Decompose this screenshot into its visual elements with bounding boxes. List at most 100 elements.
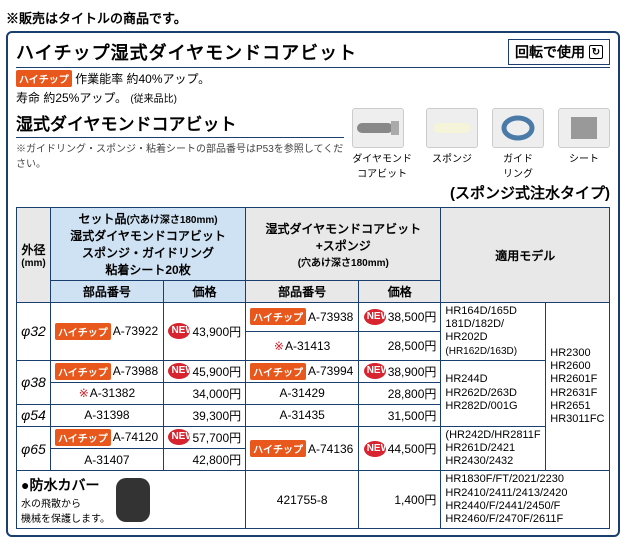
img-caption: コアビット [352, 165, 412, 180]
row-cover: ●防水カバー 水の飛散から 機械を保護します。 421755-8 1,400円 … [17, 471, 610, 529]
pn-text: A-74136 [308, 442, 353, 456]
cell-sub-pn: ハイチップA-73938 [246, 303, 359, 332]
cover-image [116, 478, 150, 522]
mid-left: 湿式ダイヤモンドコアビット ※ガイドリング・スポンジ・粘着シートの部品番号はP5… [16, 108, 344, 170]
model-line: HR282D/001G [445, 400, 517, 412]
img-item-sponge: スポンジ [426, 108, 478, 180]
pn-text: A-73988 [113, 364, 158, 378]
new-badge: NEW [168, 429, 190, 445]
new-badge: NEW [364, 363, 386, 379]
model-line: HR2601F [550, 373, 597, 385]
sheet-image [558, 108, 610, 148]
cell-sub-price: 28,500円 [359, 331, 441, 360]
star-icon: ※ [274, 339, 284, 353]
model-line: HR2430/2432 [445, 455, 513, 467]
rotation-icon: ↻ [589, 45, 603, 59]
model-line: HR2600 [550, 360, 590, 372]
model-line: HR3011FC [550, 413, 604, 425]
spec2-note: (従来品比) [130, 94, 177, 105]
hdr-sub-price: 価格 [359, 281, 441, 303]
header-row-1: 外径 (mm) セット品(穴あけ深さ180mm) 湿式ダイヤモンドコアビット ス… [17, 208, 610, 281]
image-row: ダイヤモンド コアビット スポンジ ガイド リング シート [352, 108, 610, 180]
pn-text: A-73922 [113, 324, 158, 338]
price-text: 38,900円 [388, 363, 437, 380]
rotation-label: 回転で使用 [515, 42, 585, 62]
cover-cell: ●防水カバー 水の飛散から 機械を保護します。 [17, 471, 246, 529]
cover-title: ●防水カバー [21, 475, 110, 495]
model-line: HR164D/165D [445, 305, 517, 317]
cell-set-pn: ハイチップA-73922 [50, 303, 163, 361]
models-right: HR2300 HR2600 HR2601F HR2631F HR2651 HR3… [546, 303, 610, 471]
model-line: HR2300 [550, 347, 590, 359]
title-2: 湿式ダイヤモンドコアビット [16, 110, 344, 138]
new-badge: NEW [364, 309, 386, 325]
cell-set-price: NEW43,900円 [163, 303, 245, 361]
model-line: HR1830F/FT/2021/2230 [445, 473, 564, 485]
hdr-sub-pn: 部品番号 [246, 281, 359, 303]
size-65: φ65 [17, 426, 51, 471]
cover-sub1: 水の飛散から [21, 495, 110, 510]
cell-set-pn: ハイチップA-74120 [50, 426, 163, 448]
hdr-set-t1: セット品 [78, 212, 126, 226]
hichip-badge: ハイチップ [55, 363, 111, 380]
spec2-text: 寿命 約25%アップ。 [16, 91, 127, 105]
hdr-sub-t3: (穴あけ深さ180mm) [298, 258, 389, 269]
cell-sub-pn: A-31435 [246, 404, 359, 426]
img-item-guidering: ガイド リング [492, 108, 544, 180]
hichip-badge: ハイチップ [55, 429, 111, 446]
hichip-badge: ハイチップ [55, 323, 111, 340]
cover-sub2: 機械を保護します。 [21, 510, 110, 525]
hdr-sub-t1: 湿式ダイヤモンドコアビット [265, 222, 421, 236]
pn-text: A-73938 [308, 310, 353, 324]
corebit-image [352, 108, 404, 148]
price-text: 44,500円 [388, 440, 437, 457]
model-line: HR261D/2421 [445, 442, 515, 454]
hichip-badge: ハイチップ [250, 440, 306, 457]
model-line: 181D/182D/ [445, 318, 504, 330]
new-badge: NEW [168, 323, 190, 339]
title-1: ハイチップ湿式ダイヤモンドコアビット [16, 39, 357, 65]
models-lower: (HR242D/HR2811F HR261D/2421 HR2430/2432 [441, 426, 546, 471]
cell-set-price: NEW57,700円 [163, 426, 245, 448]
model-line: HR2631F [550, 387, 597, 399]
new-badge: NEW [168, 363, 190, 379]
product-panel: ハイチップ湿式ダイヤモンドコアビット 回転で使用 ↻ ハイチップ 作業能率 約4… [6, 31, 620, 537]
cell-sub-pn: A-31429 [246, 382, 359, 404]
cell-sub-price: 28,800円 [359, 382, 441, 404]
cover-price: 1,400円 [359, 471, 441, 529]
img-caption: ダイヤモンド [352, 150, 412, 165]
mid-row: 湿式ダイヤモンドコアビット ※ガイドリング・スポンジ・粘着シートの部品番号はP5… [16, 108, 610, 180]
cell-sub-price: NEW38,900円 [359, 360, 441, 382]
hdr-set-pn: 部品番号 [50, 281, 163, 303]
pn-text: A-31382 [90, 386, 135, 400]
hdr-set-price: 価格 [163, 281, 245, 303]
spec-line-1: ハイチップ 作業能率 約40%アップ。 [16, 70, 610, 87]
cover-pn: 421755-8 [246, 471, 359, 529]
model-line: HR2651 [550, 400, 590, 412]
hdr-set-t4: 粘着シート20枚 [105, 263, 190, 277]
hdr-set-t2: 湿式ダイヤモンドコアビット [70, 229, 226, 243]
img-caption: シート [558, 150, 610, 165]
cell-set-price: NEW45,900円 [163, 360, 245, 382]
hdr-size: 外径 (mm) [17, 208, 51, 303]
models-upper: HR164D/165D 181D/182D/ HR202D (HR162D/16… [441, 303, 546, 361]
size-32: φ32 [17, 303, 51, 361]
img-caption: スポンジ [426, 150, 478, 165]
img-caption: ガイド [492, 150, 544, 165]
cover-text: ●防水カバー 水の飛散から 機械を保護します。 [21, 475, 110, 525]
hdr-set-note: (穴あけ深さ180mm) [126, 215, 217, 226]
cell-set-price: 42,800円 [163, 449, 245, 471]
hdr-size-label: 外径 [21, 241, 46, 258]
guidering-image [492, 108, 544, 148]
cell-sub-price: NEW38,500円 [359, 303, 441, 332]
cell-sub-price: 31,500円 [359, 404, 441, 426]
cover-models: HR1830F/FT/2021/2230 HR2410/2411/2413/24… [441, 471, 610, 529]
cell-sub-pn: ハイチップA-73994 [246, 360, 359, 382]
title-row-1: ハイチップ湿式ダイヤモンドコアビット 回転で使用 ↻ [16, 39, 610, 68]
model-line: (HR242D/HR2811F [445, 429, 540, 441]
hichip-badge: ハイチップ [250, 308, 306, 325]
model-line: HR202D [445, 331, 487, 343]
price-text: 57,700円 [192, 429, 241, 446]
spec-table: 外径 (mm) セット品(穴あけ深さ180mm) 湿式ダイヤモンドコアビット ス… [16, 207, 610, 529]
sale-note: ※販売はタイトルの商品です。 [6, 8, 620, 27]
